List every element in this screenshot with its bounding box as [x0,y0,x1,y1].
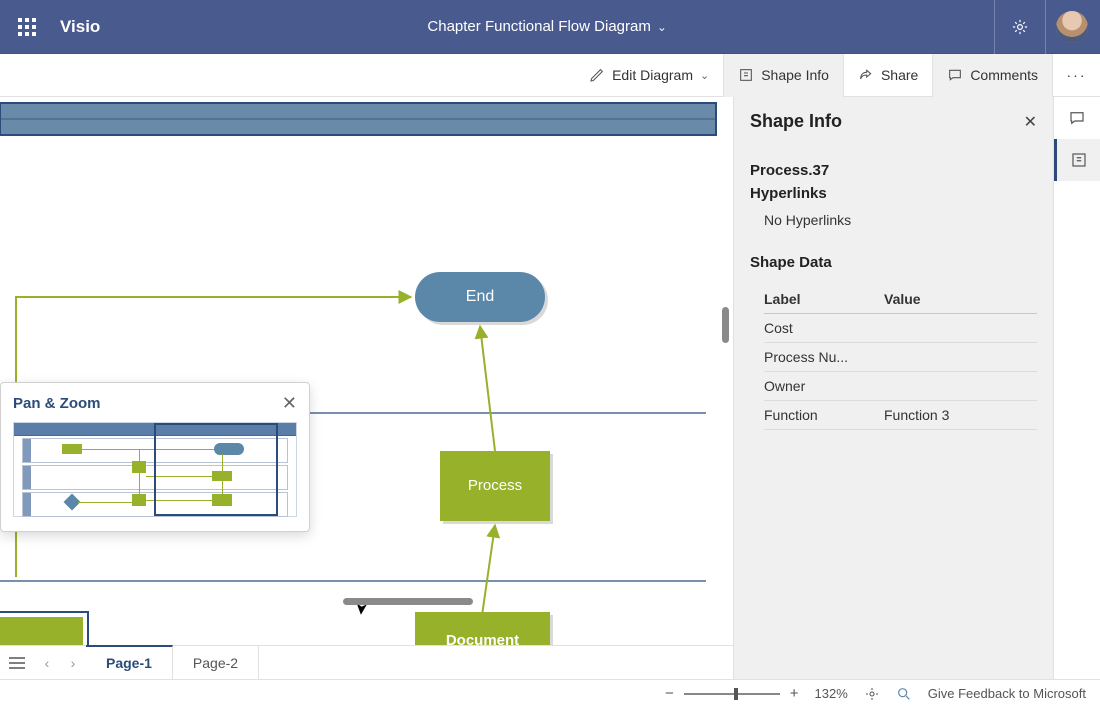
pan-zoom-thumbnail[interactable] [13,422,297,517]
pan-zoom-close-button[interactable]: ✕ [282,393,297,414]
svg-text:End: End [466,288,494,305]
canvas-area[interactable]: EndProcessDocumentrocess Pan & Zoom ✕ [0,97,733,679]
share-icon [858,67,874,83]
page-tab-1[interactable]: Page-1 [86,645,173,679]
shape-info-label: Shape Info [761,67,829,83]
pencil-icon [589,67,605,83]
shape-info-icon [1070,151,1088,169]
table-cell-label: Owner [764,378,884,394]
comments-button[interactable]: Comments [932,54,1052,97]
comment-icon [1068,109,1086,127]
pan-zoom-window[interactable]: Pan & Zoom ✕ [0,382,310,532]
vertical-scrollbar[interactable] [722,307,729,343]
comment-icon [947,67,963,83]
zoom-slider[interactable]: − + [665,685,799,702]
close-icon: ✕ [1024,114,1037,131]
app-brand: Visio [60,17,100,37]
share-button[interactable]: Share [843,54,932,97]
shape-data-table: Label Value CostProcess Nu...OwnerFuncti… [764,285,1037,430]
table-header-value: Value [884,291,1037,307]
prev-page-button[interactable]: ‹ [34,655,60,671]
selected-shape-name: Process.37 [750,162,1037,179]
slider-track[interactable] [684,693,780,695]
table-cell-value [884,349,1037,365]
ellipsis-icon: ··· [1067,67,1087,83]
table-row: Process Nu... [764,343,1037,372]
no-hyperlinks-text: No Hyperlinks [750,202,1037,242]
fit-page-button[interactable] [864,686,880,702]
page-tab-label: Page-2 [193,655,238,671]
app-launcher-button[interactable] [0,0,54,54]
table-cell-label: Process Nu... [764,349,884,365]
chevron-left-icon: ‹ [45,655,50,671]
panel-close-button[interactable]: ✕ [1024,112,1037,132]
chevron-down-icon: ⌄ [700,69,709,82]
table-cell-value: Function 3 [884,407,1037,423]
document-title: Chapter Functional Flow Diagram [427,18,650,35]
svg-text:Document: Document [446,632,519,645]
diagram-canvas[interactable]: EndProcessDocumentrocess [0,97,730,645]
side-rail [1053,97,1100,679]
zoom-in-button[interactable]: + [790,685,799,702]
settings-button[interactable] [994,0,1046,54]
edit-diagram-label: Edit Diagram [612,67,693,83]
table-header-label: Label [764,291,884,307]
share-label: Share [881,67,918,83]
feedback-link[interactable]: Give Feedback to Microsoft [928,686,1086,701]
hyperlinks-heading: Hyperlinks [750,185,1037,202]
chevron-right-icon: › [71,655,76,671]
rail-shape-info-button[interactable] [1054,139,1100,181]
close-icon: ✕ [282,393,297,413]
shape-info-panel: Shape Info ✕ Process.37 Hyperlinks No Hy… [733,97,1053,679]
pan-zoom-viewport[interactable] [154,423,278,516]
next-page-button[interactable]: › [60,655,86,671]
rail-comments-button[interactable] [1054,97,1100,139]
magnifier-icon [896,686,912,702]
panel-title: Shape Info [750,111,842,132]
all-pages-button[interactable] [0,657,34,669]
shape-info-button[interactable]: Shape Info [723,54,843,97]
more-commands-button[interactable]: ··· [1052,54,1100,97]
chevron-down-icon: ⌄ [657,20,667,34]
fit-page-icon [864,686,880,702]
page-tab-2[interactable]: Page-2 [173,646,259,680]
title-bar: Visio Chapter Functional Flow Diagram ⌄ [0,0,1100,54]
waffle-icon [18,18,36,36]
shape-info-icon [738,67,754,83]
hamburger-icon [9,657,25,669]
zoom-dialog-button[interactable] [896,686,912,702]
document-title-dropdown[interactable]: Chapter Functional Flow Diagram ⌄ [100,18,994,35]
slider-thumb[interactable] [734,688,738,700]
table-row: FunctionFunction 3 [764,401,1037,430]
pan-zoom-title: Pan & Zoom [13,395,101,412]
gear-icon [1011,18,1029,36]
zoom-level: 132% [815,686,848,701]
edit-diagram-button[interactable]: Edit Diagram ⌄ [575,54,723,97]
status-bar: − + 132% Give Feedback to Microsoft [0,679,1100,707]
comments-label: Comments [970,67,1038,83]
table-row: Cost [764,314,1037,343]
shape-data-heading: Shape Data [750,254,1037,271]
table-cell-value [884,320,1037,336]
page-tabs-bar: ‹ › Page-1 Page-2 [0,645,733,679]
svg-text:Process: Process [468,477,522,494]
table-cell-label: Function [764,407,884,423]
page-tab-label: Page-1 [106,655,152,671]
table-cell-label: Cost [764,320,884,336]
table-cell-value [884,378,1037,394]
table-row: Owner [764,372,1037,401]
user-avatar[interactable] [1056,11,1088,43]
command-bar: Edit Diagram ⌄ Shape Info Share Comments… [0,54,1100,97]
zoom-out-button[interactable]: − [665,685,674,702]
horizontal-scrollbar[interactable] [343,598,473,605]
